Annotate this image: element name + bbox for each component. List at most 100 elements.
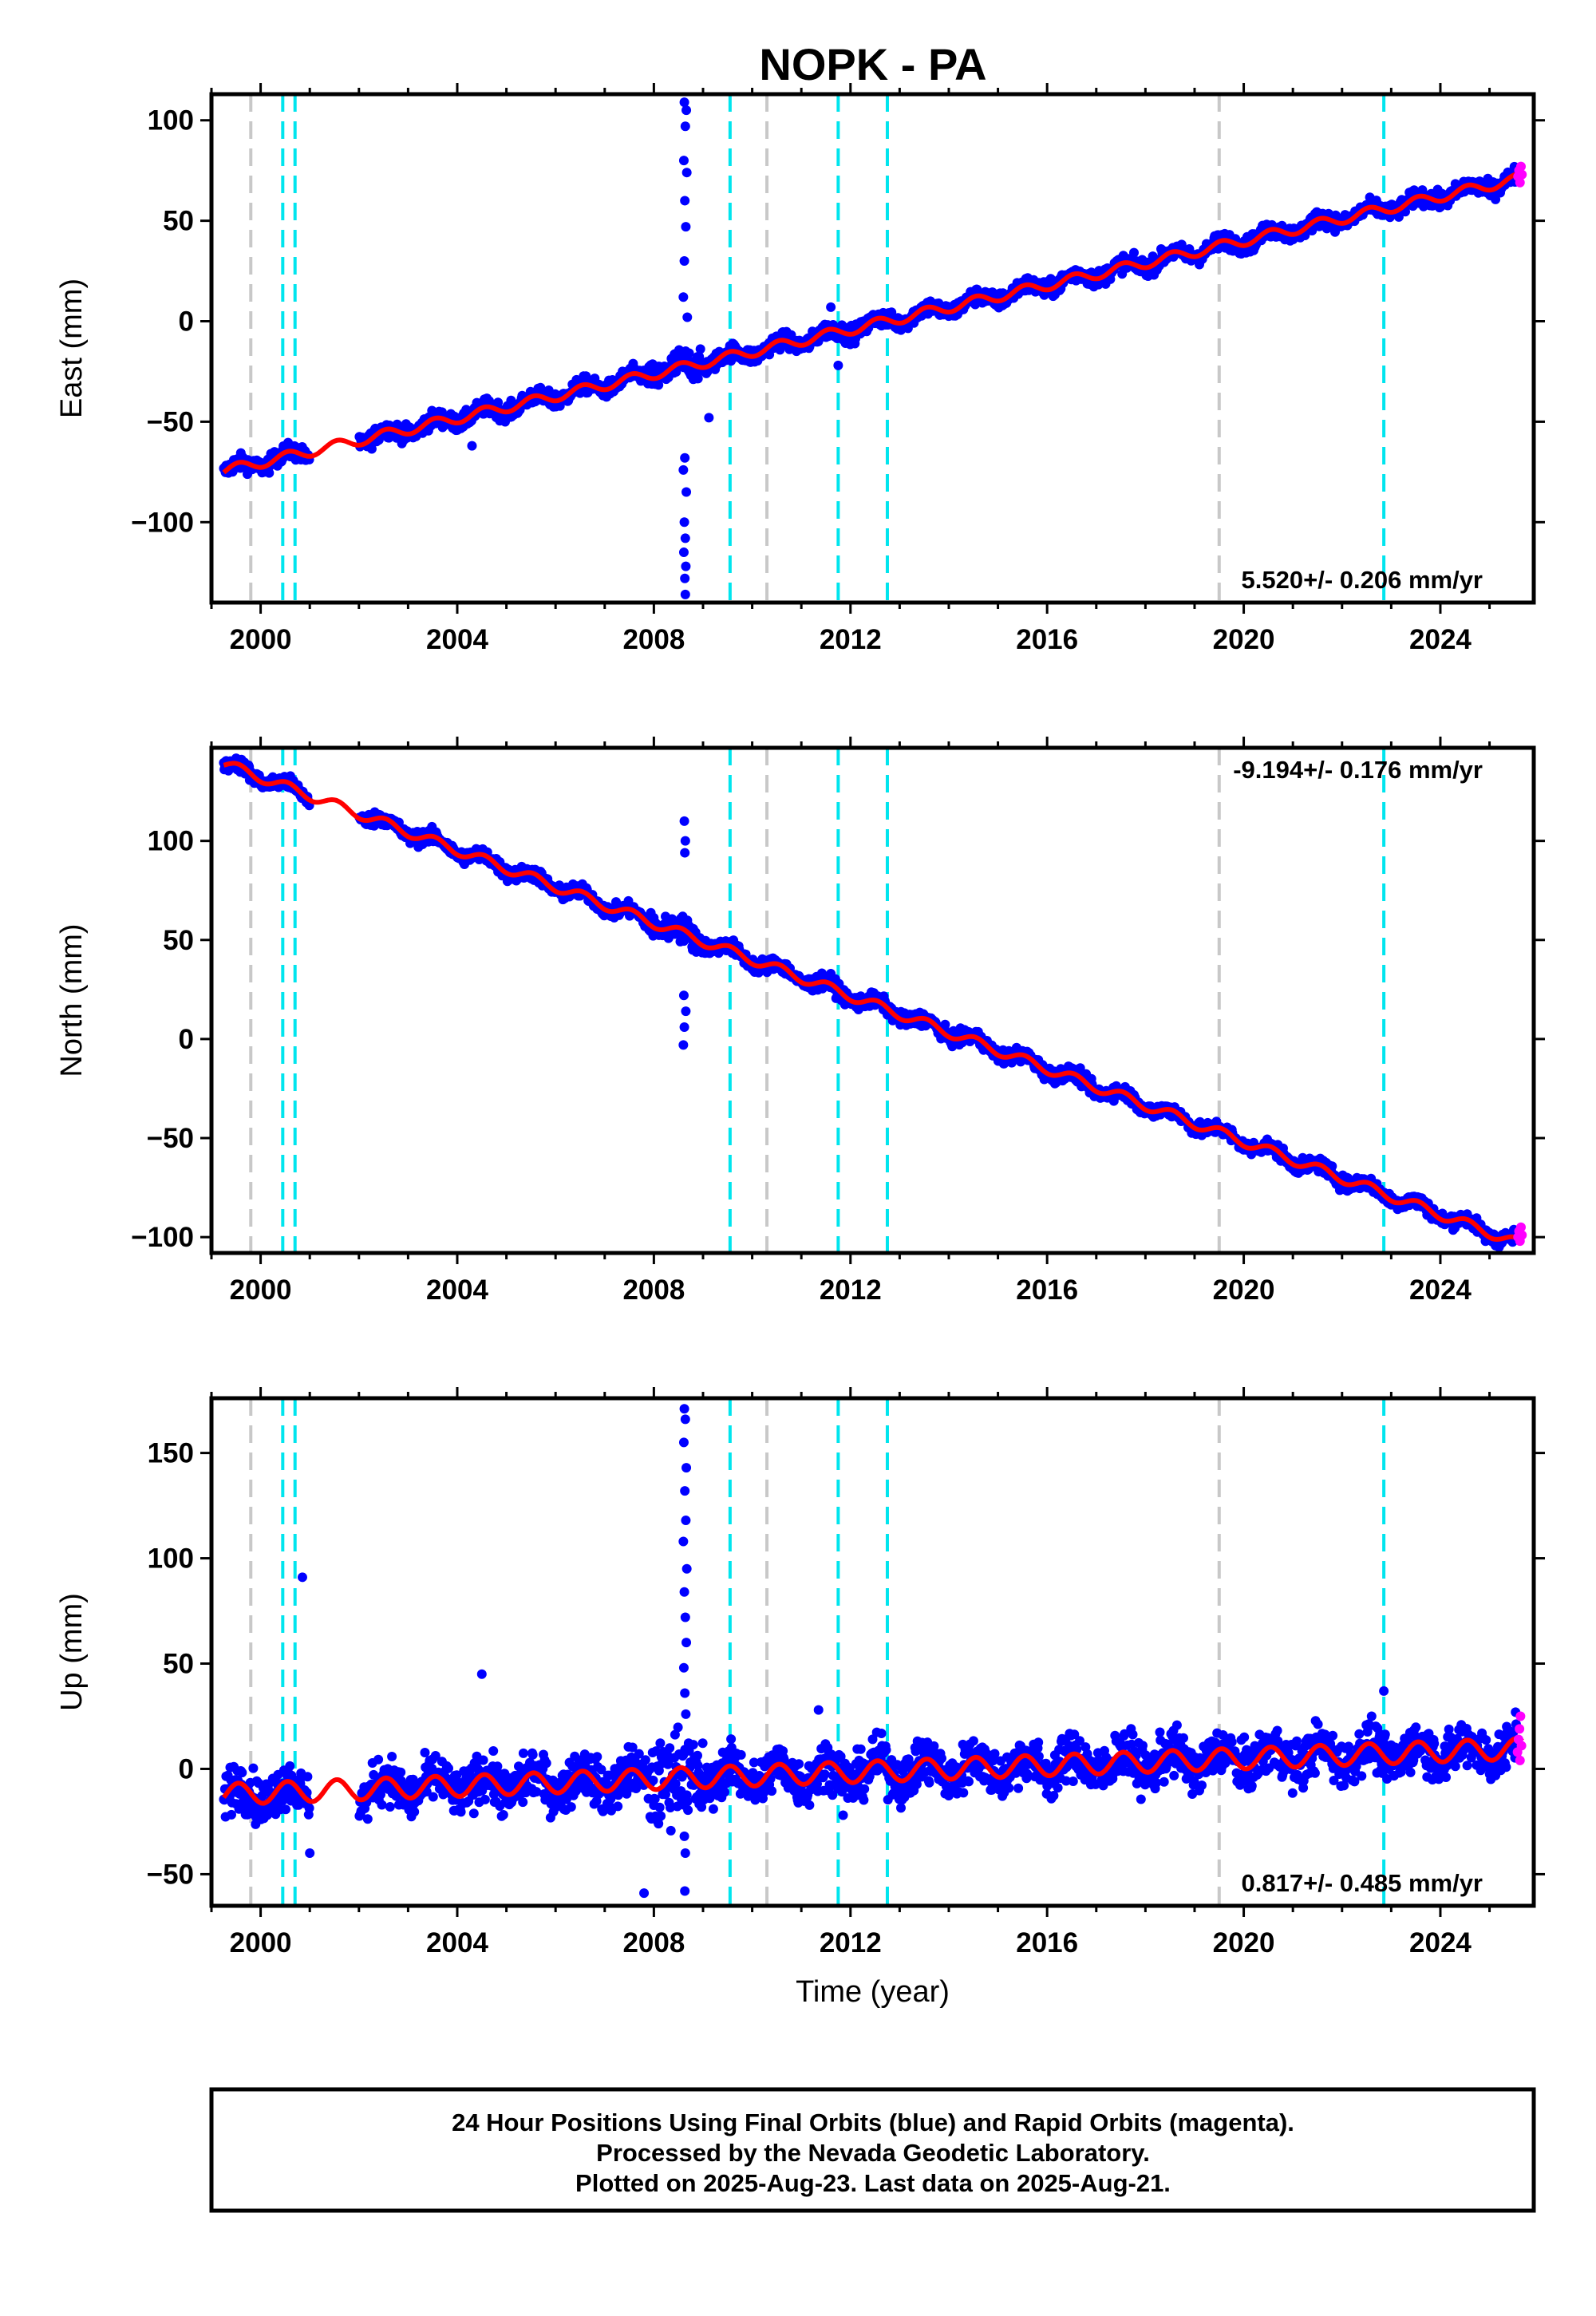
- x-tick-label: 2024: [1409, 624, 1472, 655]
- outlier-point: [680, 97, 689, 107]
- outlier-point: [681, 590, 690, 599]
- outlier-point: [678, 292, 688, 302]
- x-tick-label: 2000: [230, 624, 292, 655]
- final-orbit-point: [302, 1772, 312, 1781]
- outlier-point: [681, 488, 691, 497]
- outlier-point: [680, 1022, 689, 1032]
- outlier-point: [704, 413, 713, 422]
- x-tick-label: 2012: [820, 1275, 882, 1306]
- y-tick-label: 50: [163, 925, 194, 956]
- y-tick-label: 100: [148, 105, 194, 136]
- outlier-point: [679, 547, 689, 557]
- plot-area: [219, 94, 1527, 603]
- y-tick-label: −50: [147, 1123, 194, 1154]
- east-panel: 2000200420082012201620202024−100−5005010…: [55, 83, 1545, 655]
- x-tick-label: 2004: [426, 1275, 488, 1306]
- outlier-point: [680, 517, 689, 527]
- plot-area: [219, 748, 1527, 1253]
- north-panel: 2000200420082012201620202024−100−5005010…: [55, 737, 1545, 1306]
- y-tick-label: 100: [148, 826, 194, 857]
- outlier-point: [680, 816, 689, 826]
- final-orbit-point: [456, 1807, 466, 1816]
- final-orbit-point: [940, 1020, 950, 1030]
- x-tick-label: 2008: [622, 1275, 685, 1306]
- final-orbit-point: [363, 1814, 373, 1824]
- outlier-point: [680, 574, 689, 583]
- plot-area: [219, 1398, 1526, 1906]
- final-orbit-point: [518, 1797, 527, 1807]
- rate-annotation: -9.194+/- 0.176 mm/yr: [1233, 756, 1483, 784]
- outlier-point: [678, 465, 688, 475]
- rapid-orbit-point: [1515, 178, 1525, 188]
- outlier-point: [679, 990, 689, 1000]
- outlier-point: [681, 121, 690, 131]
- x-tick-label: 2024: [1409, 1275, 1472, 1306]
- y-tick-label: −100: [131, 507, 194, 538]
- outlier-point: [682, 312, 692, 322]
- final-orbit-point: [305, 1804, 314, 1813]
- final-orbit-point: [479, 1756, 488, 1765]
- final-orbit-point: [429, 1792, 438, 1802]
- x-tick-label: 2016: [1016, 624, 1078, 655]
- final-orbit-point: [385, 1802, 395, 1812]
- outlier-point: [680, 848, 689, 858]
- final-orbit-point: [373, 1755, 383, 1765]
- outlier-point: [681, 105, 691, 115]
- final-orbit-point: [542, 1758, 551, 1768]
- final-orbit-point: [528, 1750, 538, 1760]
- final-orbit-point: [421, 1748, 430, 1757]
- x-tick-label: 2000: [230, 1275, 292, 1306]
- final-orbit-point: [248, 1764, 258, 1773]
- rate-annotation: 5.520+/- 0.206 mm/yr: [1242, 566, 1483, 594]
- y-axis-title: North (mm): [55, 923, 89, 1077]
- outlier-point: [833, 361, 843, 370]
- outlier-point: [681, 222, 690, 231]
- outlier-point: [681, 836, 690, 846]
- y-tick-label: 50: [163, 206, 194, 237]
- x-tick-label: 2020: [1213, 1275, 1275, 1306]
- final-orbit-point: [567, 1802, 576, 1812]
- final-orbit-point: [480, 1795, 490, 1804]
- outlier-point: [826, 969, 836, 978]
- outlier-point: [680, 453, 689, 463]
- final-orbit-points: [219, 753, 1521, 1252]
- final-orbit-point: [488, 1746, 498, 1756]
- outlier-point: [679, 156, 689, 165]
- final-orbit-point: [377, 1800, 387, 1810]
- final-orbit-point: [285, 1761, 294, 1771]
- final-orbit-point: [387, 1752, 397, 1761]
- final-orbit-point: [519, 1749, 528, 1758]
- outlier-point: [680, 196, 689, 205]
- plot-frame: [211, 94, 1534, 603]
- y-tick-label: −50: [147, 406, 194, 437]
- final-orbit-point: [396, 1768, 405, 1777]
- rapid-orbit-point: [1517, 170, 1527, 180]
- final-orbit-point: [696, 344, 705, 354]
- outlier-point: [681, 533, 690, 543]
- outlier-point: [681, 1006, 690, 1016]
- final-orbit-point: [237, 1768, 247, 1777]
- final-orbit-point: [227, 1810, 236, 1820]
- y-axis-title: East (mm): [55, 279, 89, 418]
- final-orbit-point: [444, 1764, 453, 1773]
- plot-title: NOPK - PA: [759, 39, 986, 89]
- outlier-point: [681, 562, 690, 571]
- outlier-point: [678, 1040, 688, 1049]
- final-orbit-point: [685, 349, 694, 358]
- final-orbit-point: [409, 1807, 419, 1816]
- final-orbit-point: [499, 1810, 508, 1820]
- outlier-point: [682, 168, 692, 177]
- final-orbit-point: [281, 1804, 290, 1814]
- outlier-point: [680, 256, 689, 266]
- outlier-point: [826, 302, 836, 312]
- x-tick-label: 2016: [1016, 1275, 1078, 1306]
- time-series-figure: NOPK - PA 2000 2004 2008 2012 2016 2020 2024 −1…: [0, 0, 1596, 2316]
- up-panel: 2000200420082012201620202024−50050100150…: [55, 1387, 1545, 2009]
- final-orbit-point: [469, 1808, 479, 1818]
- y-tick-label: 0: [179, 306, 194, 338]
- x-tick-label: 2004: [426, 624, 488, 655]
- final-orbit-points: [219, 97, 1521, 599]
- x-tick-label: 2008: [622, 624, 685, 655]
- outlier-point: [467, 441, 476, 451]
- x-tick-label: 2020: [1213, 624, 1275, 655]
